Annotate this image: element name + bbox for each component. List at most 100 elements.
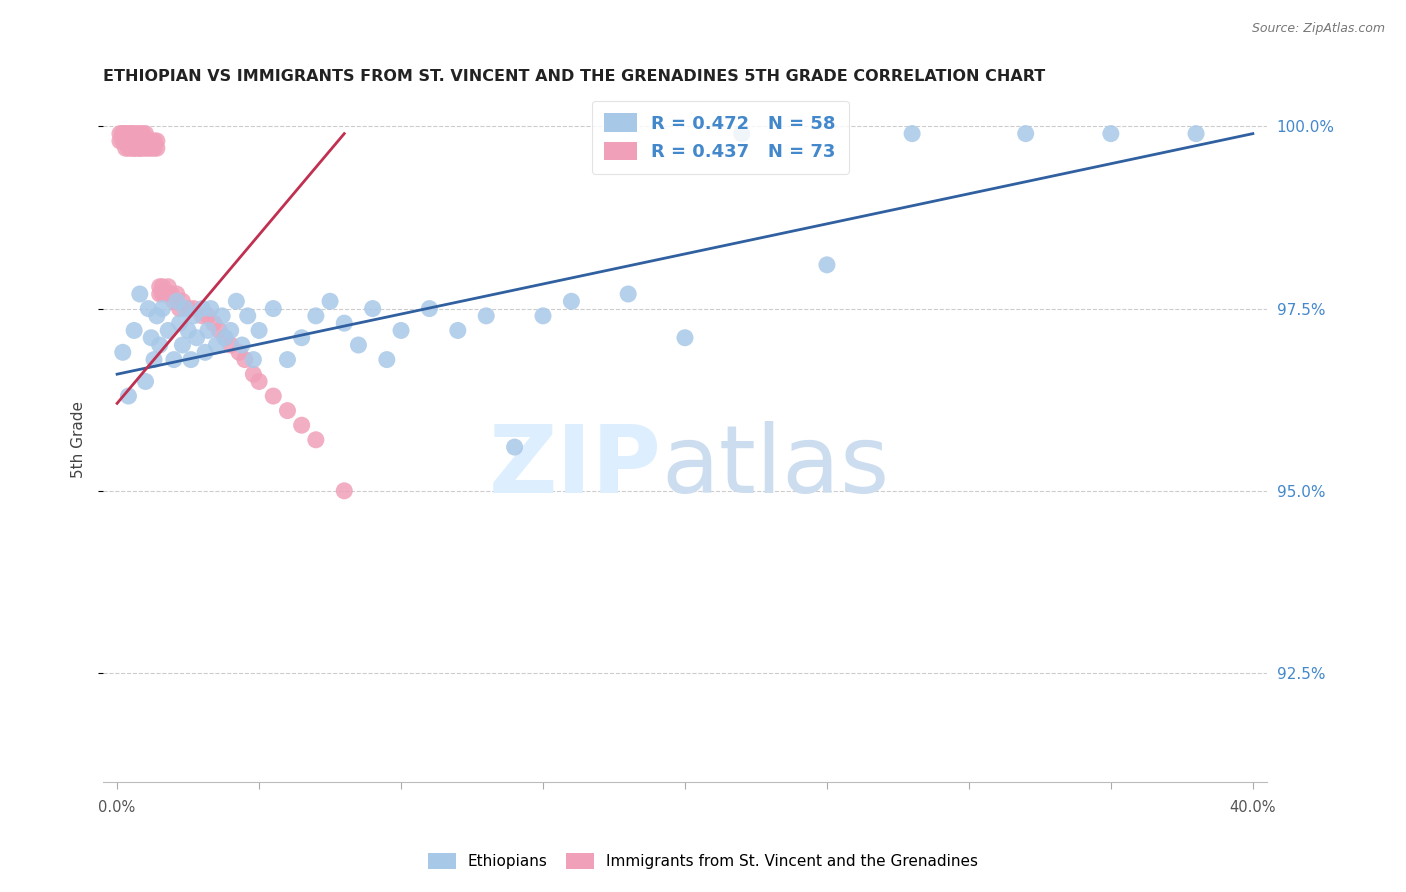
Point	[242, 367, 264, 381]
Point	[146, 309, 169, 323]
Point	[111, 345, 134, 359]
Point	[214, 331, 236, 345]
Point	[122, 127, 145, 141]
Point	[125, 134, 148, 148]
Point	[205, 338, 228, 352]
Point	[305, 433, 328, 447]
Point	[155, 287, 177, 301]
Point	[169, 316, 191, 330]
Point	[122, 141, 145, 155]
Point	[141, 331, 163, 345]
Point	[291, 418, 314, 433]
Point	[131, 141, 153, 155]
Point	[131, 127, 153, 141]
Point	[134, 134, 156, 148]
Point	[475, 309, 498, 323]
Point	[108, 127, 131, 141]
Point	[191, 309, 214, 323]
Point	[180, 352, 202, 367]
Text: ZIP: ZIP	[489, 421, 662, 513]
Point	[389, 323, 412, 337]
Point	[122, 141, 145, 155]
Point	[111, 127, 134, 141]
Point	[236, 309, 259, 323]
Point	[128, 141, 150, 155]
Text: 0.0%: 0.0%	[98, 799, 136, 814]
Point	[375, 352, 398, 367]
Point	[122, 134, 145, 148]
Point	[673, 331, 696, 345]
Point	[152, 287, 174, 301]
Legend: Ethiopians, Immigrants from St. Vincent and the Grenadines: Ethiopians, Immigrants from St. Vincent …	[422, 847, 984, 875]
Point	[143, 134, 166, 148]
Point	[131, 134, 153, 148]
Point	[117, 134, 139, 148]
Point	[418, 301, 440, 316]
Point	[247, 323, 270, 337]
Point	[617, 287, 640, 301]
Point	[141, 134, 163, 148]
Point	[125, 134, 148, 148]
Point	[177, 301, 200, 316]
Point	[183, 309, 205, 323]
Point	[1099, 127, 1122, 141]
Point	[114, 127, 136, 141]
Point	[291, 331, 314, 345]
Legend: R = 0.472   N = 58, R = 0.437   N = 73: R = 0.472 N = 58, R = 0.437 N = 73	[592, 101, 849, 174]
Point	[157, 279, 180, 293]
Point	[228, 345, 250, 359]
Point	[262, 301, 284, 316]
Point	[152, 301, 174, 316]
Point	[125, 127, 148, 141]
Point	[503, 440, 526, 454]
Point	[191, 301, 214, 316]
Point	[333, 483, 356, 498]
Point	[194, 345, 217, 359]
Point	[122, 323, 145, 337]
Point	[183, 301, 205, 316]
Point	[531, 309, 554, 323]
Point	[125, 141, 148, 155]
Point	[117, 389, 139, 403]
Point	[134, 141, 156, 155]
Point	[163, 352, 186, 367]
Point	[152, 279, 174, 293]
Point	[305, 309, 328, 323]
Point	[114, 134, 136, 148]
Point	[447, 323, 470, 337]
Point	[114, 141, 136, 155]
Y-axis label: 5th Grade: 5th Grade	[72, 401, 86, 478]
Point	[120, 134, 142, 148]
Point	[114, 134, 136, 148]
Point	[172, 294, 194, 309]
Point	[177, 323, 200, 337]
Point	[120, 141, 142, 155]
Point	[197, 323, 219, 337]
Point	[202, 316, 225, 330]
Point	[560, 294, 582, 309]
Text: atlas: atlas	[662, 421, 890, 513]
Text: Source: ZipAtlas.com: Source: ZipAtlas.com	[1251, 22, 1385, 36]
Point	[231, 338, 253, 352]
Point	[120, 127, 142, 141]
Point	[143, 141, 166, 155]
Point	[214, 331, 236, 345]
Point	[347, 338, 370, 352]
Point	[361, 301, 384, 316]
Point	[200, 301, 222, 316]
Point	[242, 352, 264, 367]
Point	[276, 352, 298, 367]
Point	[815, 258, 838, 272]
Point	[186, 331, 208, 345]
Point	[333, 316, 356, 330]
Text: ETHIOPIAN VS IMMIGRANTS FROM ST. VINCENT AND THE GRENADINES 5TH GRADE CORRELATIO: ETHIOPIAN VS IMMIGRANTS FROM ST. VINCENT…	[103, 69, 1045, 84]
Point	[149, 338, 172, 352]
Point	[138, 141, 160, 155]
Point	[731, 127, 754, 141]
Point	[163, 294, 186, 309]
Point	[134, 127, 156, 141]
Point	[111, 134, 134, 148]
Point	[138, 301, 160, 316]
Point	[149, 279, 172, 293]
Point	[211, 309, 233, 323]
